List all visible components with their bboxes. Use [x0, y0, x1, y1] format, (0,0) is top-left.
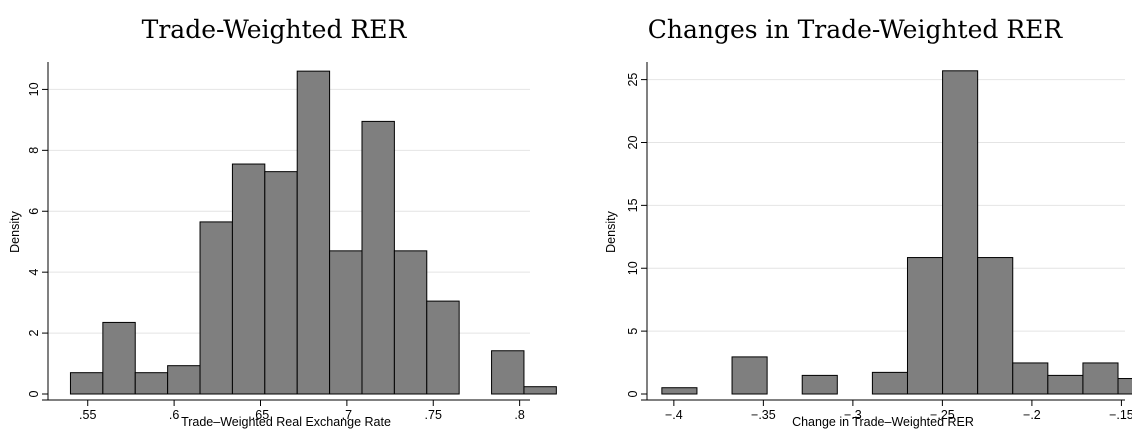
- histogram-panel-levels: Trade-Weighted RER 0 2 4 6 8 10 .55 .6 .65 .7 .75.…: [8, 15, 557, 429]
- x-axis-label: Trade–Weighted Real Exchange Rate: [181, 415, 391, 429]
- x-tick-label: .6: [169, 408, 179, 422]
- x-tick-label: −.15: [1109, 408, 1132, 422]
- histogram-bar: [329, 250, 363, 395]
- chart-title: Changes in Trade-Weighted RER: [648, 15, 1064, 44]
- y-tick-label: 20: [626, 135, 640, 149]
- histogram-bar: [977, 257, 1014, 395]
- x-tick-label: .75: [425, 408, 442, 422]
- y-tick-label: 0: [27, 390, 41, 397]
- histogram-bar: [871, 371, 908, 395]
- x-tick-label: −.4: [665, 408, 683, 422]
- histogram-bar: [491, 350, 525, 395]
- y-tick-label: 0: [626, 390, 640, 397]
- x-tick-label: .65: [252, 408, 269, 422]
- y-tick-label: 10: [27, 82, 41, 96]
- histogram-bar: [906, 257, 944, 395]
- y-tick-label: 6: [27, 208, 41, 215]
- histogram-bar: [661, 387, 698, 395]
- x-tick-label: −.35: [751, 408, 776, 422]
- histogram-bar: [69, 372, 104, 395]
- histogram-bar: [167, 365, 201, 395]
- histogram-bar: [731, 356, 768, 395]
- histogram-panel-changes: Changes in Trade-Weighted RER 0 5 10 15 20 25…: [604, 15, 1132, 429]
- histogram-bar: [801, 374, 838, 395]
- histogram-bar: [296, 70, 331, 395]
- histogram-bar: [134, 372, 169, 395]
- y-tick-label: 4: [27, 269, 41, 276]
- x-tick-label: −.2: [1023, 408, 1041, 422]
- y-tick-label: 25: [626, 73, 640, 87]
- histogram-bar: [426, 300, 460, 395]
- histogram-bar: [102, 321, 136, 395]
- histogram-bar: [942, 70, 979, 395]
- x-tick-label: .7: [342, 408, 352, 422]
- histogram-bar: [1082, 362, 1119, 395]
- histogram-bar: [523, 386, 557, 395]
- y-axis-label: Density: [604, 210, 618, 252]
- histogram-bar: [1047, 374, 1084, 395]
- histogram-bar: [1117, 378, 1132, 395]
- chart-title: Trade-Weighted RER: [142, 15, 408, 44]
- x-tick-label: .8: [514, 408, 524, 422]
- histogram-bar: [199, 221, 233, 395]
- histogram-bar: [1012, 362, 1049, 395]
- plot-area: 0 5 10 15 20 25 −.4 −.35 −.3 −.25 −.2 −.15: [626, 62, 1132, 422]
- x-tick-label: −.3: [844, 408, 862, 422]
- histogram-bar: [361, 120, 395, 395]
- y-tick-label: 10: [626, 261, 640, 275]
- plot-area: 0 2 4 6 8 10 .55 .6 .65 .7 .75 .8: [27, 62, 557, 422]
- y-tick-label: 5: [626, 328, 640, 335]
- histogram-bar: [393, 250, 428, 395]
- x-tick-label: −.25: [930, 408, 955, 422]
- y-tick-label: 2: [27, 330, 41, 337]
- histogram-bar: [231, 163, 266, 395]
- x-axis-label: Change in Trade–Weighted RER: [792, 415, 974, 429]
- y-tick-label: 15: [626, 198, 640, 212]
- histogram-bar: [264, 171, 298, 395]
- y-axis-label: Density: [8, 210, 22, 252]
- x-tick-label: .55: [79, 408, 96, 422]
- y-tick-label: 8: [27, 147, 41, 154]
